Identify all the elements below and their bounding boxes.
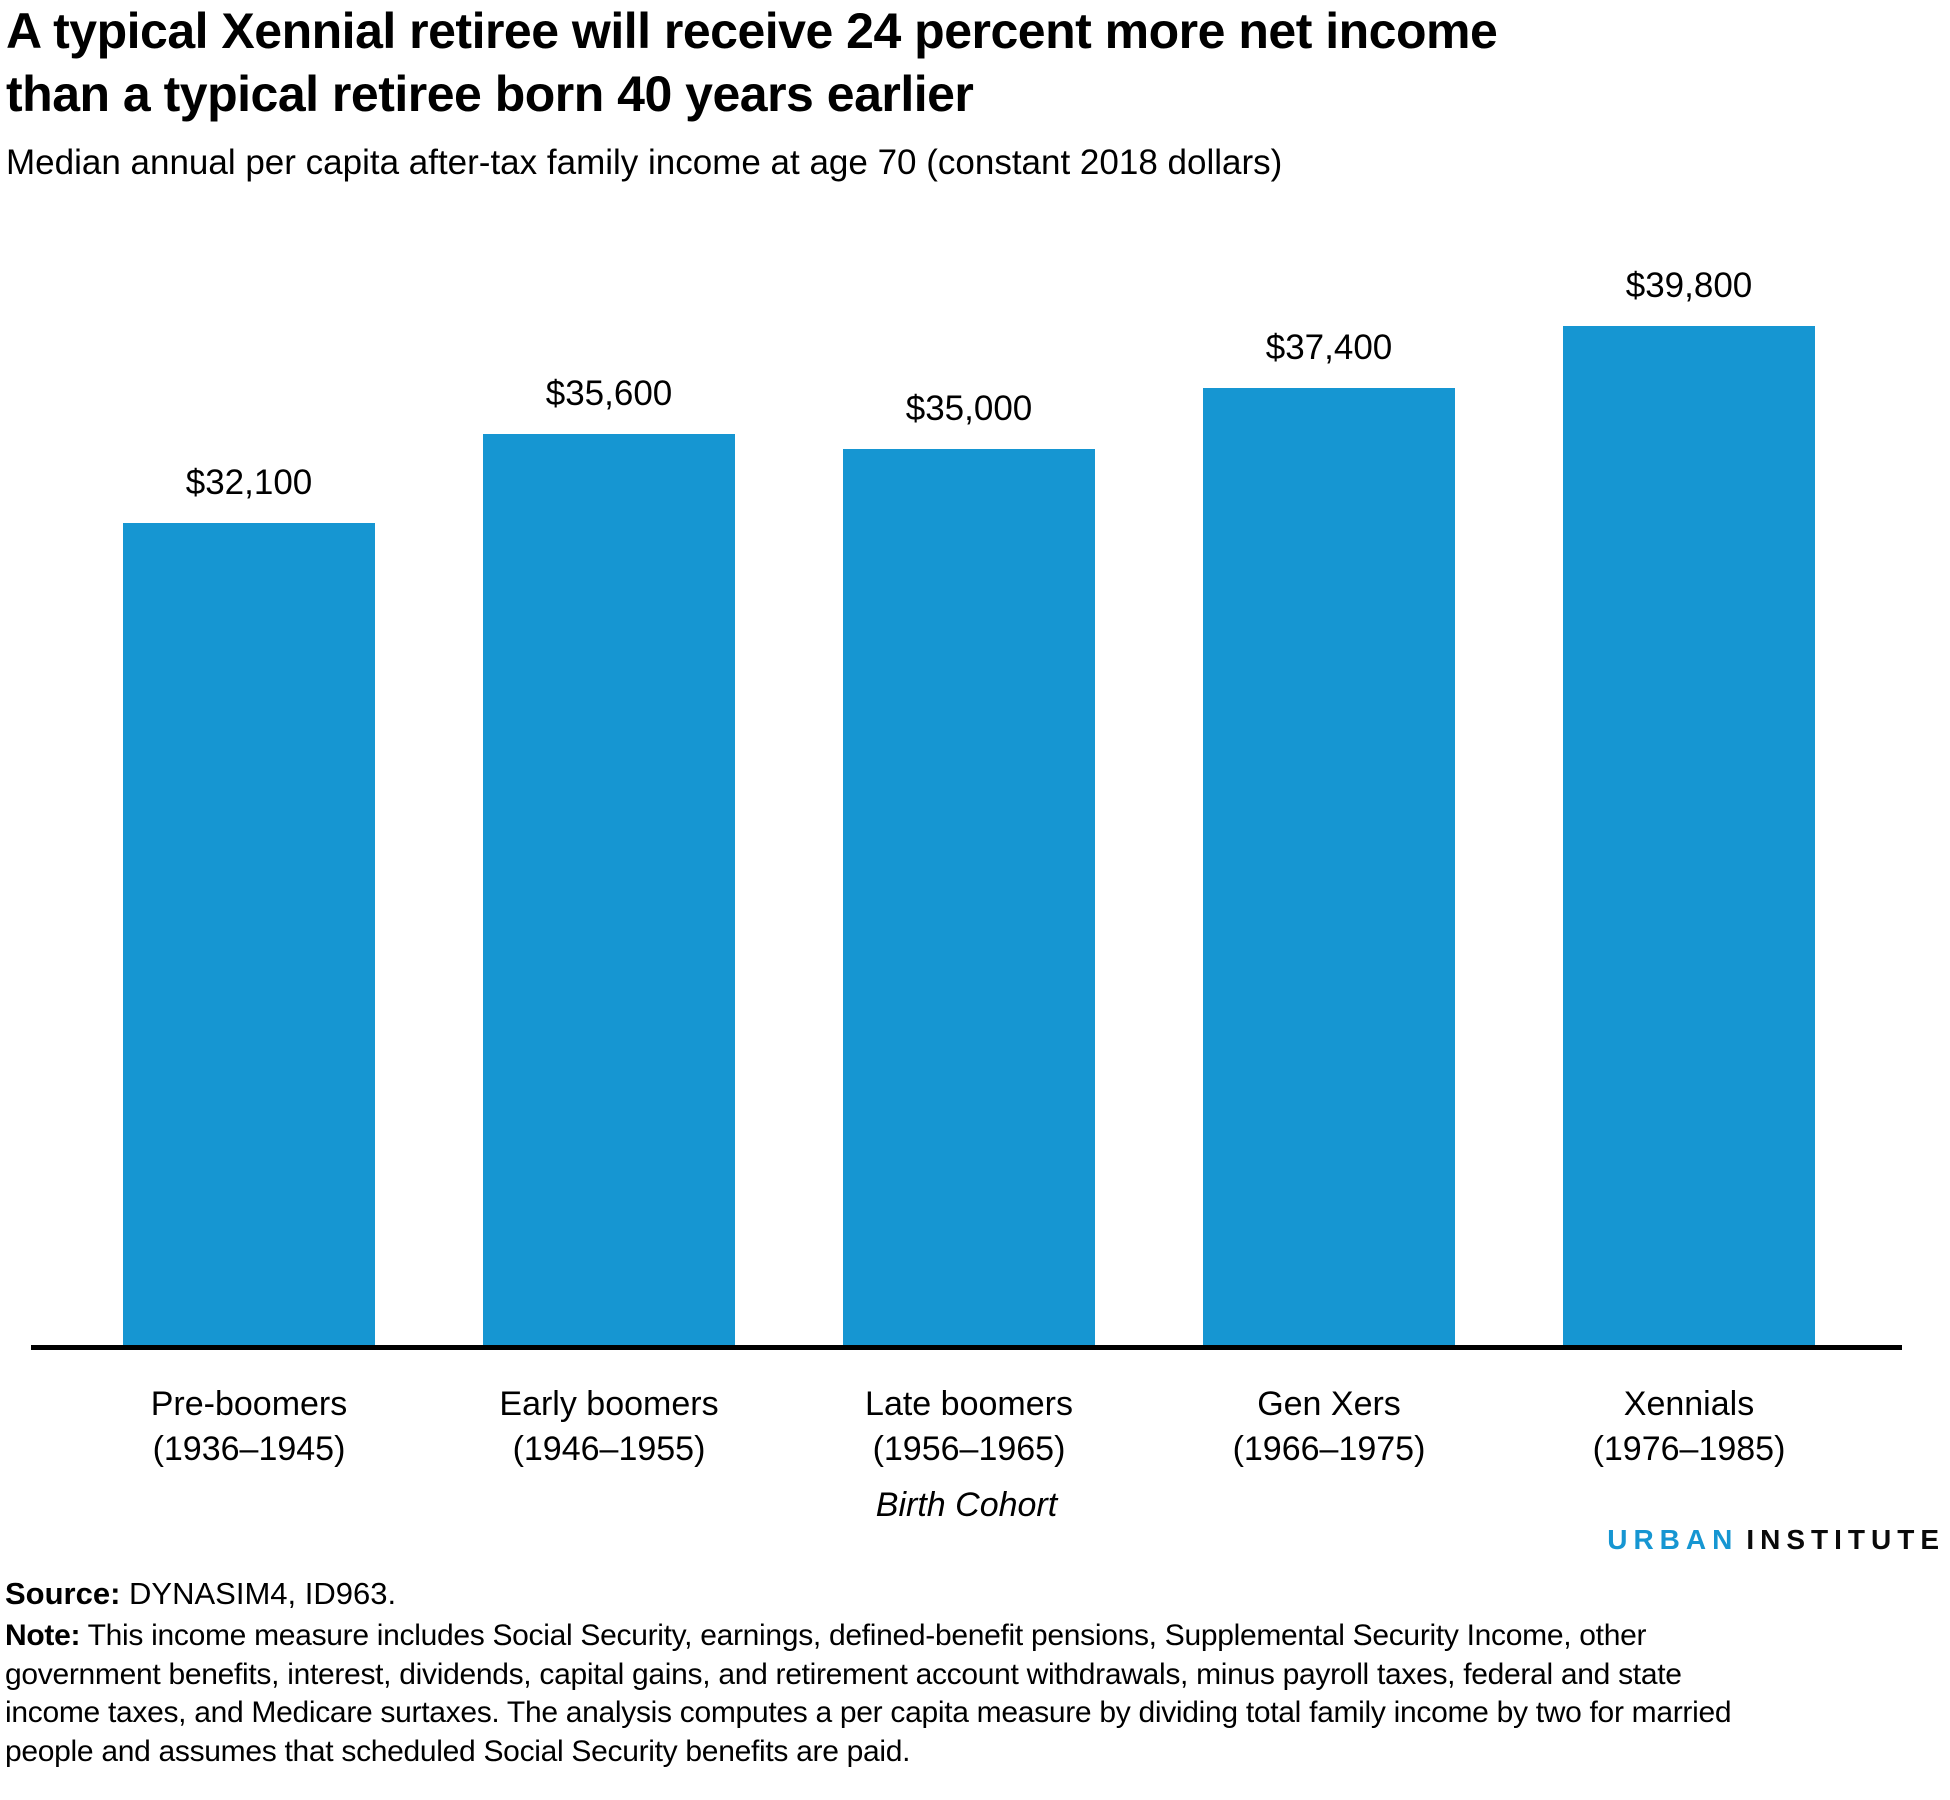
- note-block: Note: This income measure includes Socia…: [5, 1617, 1732, 1771]
- bar-value-label: $39,800: [1625, 266, 1753, 305]
- x-axis-label-years: (1956–1965): [872, 1430, 1066, 1468]
- x-axis-label-years: (1936–1945): [152, 1430, 346, 1468]
- x-axis-label-name: Xennials: [1623, 1385, 1755, 1423]
- bar-column: $32,100: [123, 461, 375, 1345]
- note-line: Note: This income measure includes Socia…: [5, 1617, 1731, 1656]
- x-axis-label-years: (1976–1985): [1592, 1430, 1786, 1468]
- source-text: DYNASIM4, ID963.: [120, 1576, 397, 1611]
- bar-column: $35,600: [483, 372, 735, 1345]
- x-axis-label: Late boomers (1956–1965): [843, 1382, 1095, 1472]
- x-axis-line: [31, 1345, 1902, 1350]
- urban-institute-logo: URBAN INSTITUTE: [1607, 1524, 1945, 1556]
- source-line: Source: DYNASIM4, ID963.: [5, 1574, 396, 1614]
- x-axis-label-name: Late boomers: [865, 1385, 1073, 1423]
- x-axis-label-years: (1946–1955): [512, 1430, 706, 1468]
- bar: [483, 434, 735, 1345]
- logo-urban-text: URBAN: [1607, 1524, 1739, 1555]
- bar-column: $35,000: [843, 387, 1095, 1345]
- note-text: This income measure includes Social Secu…: [80, 1619, 1647, 1652]
- bar-column: $39,800: [1563, 264, 1815, 1345]
- bar-value-label: $35,000: [905, 389, 1033, 428]
- x-axis-label-name: Gen Xers: [1257, 1385, 1401, 1423]
- x-axis-label-name: Early boomers: [499, 1385, 719, 1423]
- bar: [123, 523, 375, 1345]
- chart-title-line-2: than a typical retiree born 40 years ear…: [6, 66, 974, 122]
- bar-value-label: $35,600: [545, 374, 673, 413]
- chart-header: A typical Xennial retiree will receive 2…: [6, 0, 1498, 185]
- x-axis-title: Birth Cohort: [875, 1486, 1058, 1524]
- note-line: government benefits, interest, dividends…: [5, 1657, 1682, 1691]
- logo-institute-text: INSTITUTE: [1746, 1524, 1945, 1555]
- x-axis-label: Early boomers (1946–1955): [483, 1382, 735, 1472]
- bars-container: $32,100 $35,600 $35,000 $37,400 $39,800: [123, 0, 1815, 1345]
- bar-value-label: $32,100: [185, 463, 313, 502]
- bar: [843, 449, 1095, 1345]
- bar: [1563, 326, 1815, 1345]
- chart-title-line-1: A typical Xennial retiree will receive 2…: [6, 3, 1498, 59]
- source-label: Source:: [5, 1576, 121, 1611]
- x-axis-label: Pre-boomers (1936–1945): [123, 1382, 375, 1472]
- x-axis-labels: Pre-boomers (1936–1945) Early boomers (1946…: [123, 1382, 1815, 1472]
- note-label: Note:: [5, 1619, 81, 1652]
- chart-subtitle: Median annual per capita after-tax famil…: [6, 143, 1283, 182]
- note-line: people and assumes that scheduled Social…: [5, 1734, 911, 1768]
- x-axis-label-name: Pre-boomers: [150, 1385, 348, 1423]
- x-axis-label-years: (1966–1975): [1232, 1430, 1426, 1468]
- bar-column: $37,400: [1203, 326, 1455, 1345]
- bar: [1203, 388, 1455, 1345]
- x-axis-label: Gen Xers (1966–1975): [1203, 1382, 1455, 1472]
- chart-title: A typical Xennial retiree will receive 2…: [6, 0, 1498, 126]
- x-axis-label: Xennials (1976–1985): [1563, 1382, 1815, 1472]
- note-line: income taxes, and Medicare surtaxes. The…: [5, 1696, 1732, 1729]
- bar-value-label: $37,400: [1265, 328, 1393, 367]
